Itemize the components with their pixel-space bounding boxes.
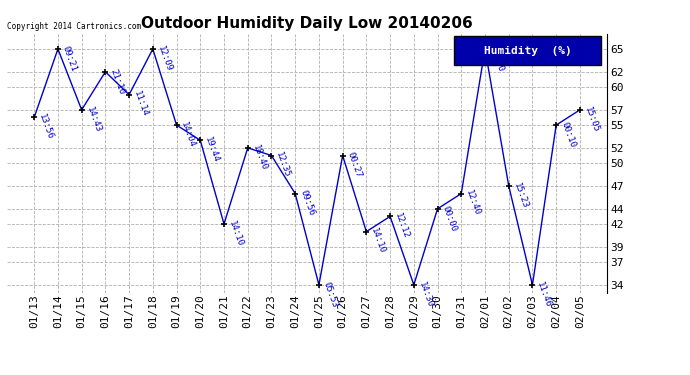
Text: 18:40: 18:40 <box>250 143 268 172</box>
Text: 00:00: 00:00 <box>440 204 458 232</box>
Text: 09:21: 09:21 <box>61 44 79 73</box>
Text: 12:12: 12:12 <box>393 212 411 240</box>
Text: 00:27: 00:27 <box>346 151 363 179</box>
Text: 12:09: 12:09 <box>156 44 173 73</box>
Text: 15:05: 15:05 <box>583 105 600 134</box>
Text: 15:23: 15:23 <box>511 182 529 210</box>
Text: 12:35: 12:35 <box>275 151 292 179</box>
Text: 21:10: 21:10 <box>108 67 126 96</box>
Text: 14:10: 14:10 <box>369 227 387 255</box>
Text: 14:04: 14:04 <box>179 120 197 149</box>
Text: 14:43: 14:43 <box>84 105 102 134</box>
FancyBboxPatch shape <box>454 36 601 65</box>
Text: 14:30: 14:30 <box>417 280 434 309</box>
Text: 13:56: 13:56 <box>37 113 55 141</box>
Text: 11:14: 11:14 <box>132 90 150 118</box>
Title: Outdoor Humidity Daily Low 20140206: Outdoor Humidity Daily Low 20140206 <box>141 16 473 31</box>
Text: 05:53: 05:53 <box>322 280 339 309</box>
Text: Copyright 2014 Cartronics.com: Copyright 2014 Cartronics.com <box>7 22 141 31</box>
Text: 09:56: 09:56 <box>298 189 316 217</box>
Text: Humidity  (%): Humidity (%) <box>484 45 571 56</box>
Text: 00:00: 00:00 <box>488 44 506 73</box>
Text: 19:44: 19:44 <box>203 136 221 164</box>
Text: 12:40: 12:40 <box>464 189 482 217</box>
Text: 11:46: 11:46 <box>535 280 553 309</box>
Text: 00:10: 00:10 <box>559 120 577 149</box>
Text: 14:10: 14:10 <box>227 219 244 248</box>
